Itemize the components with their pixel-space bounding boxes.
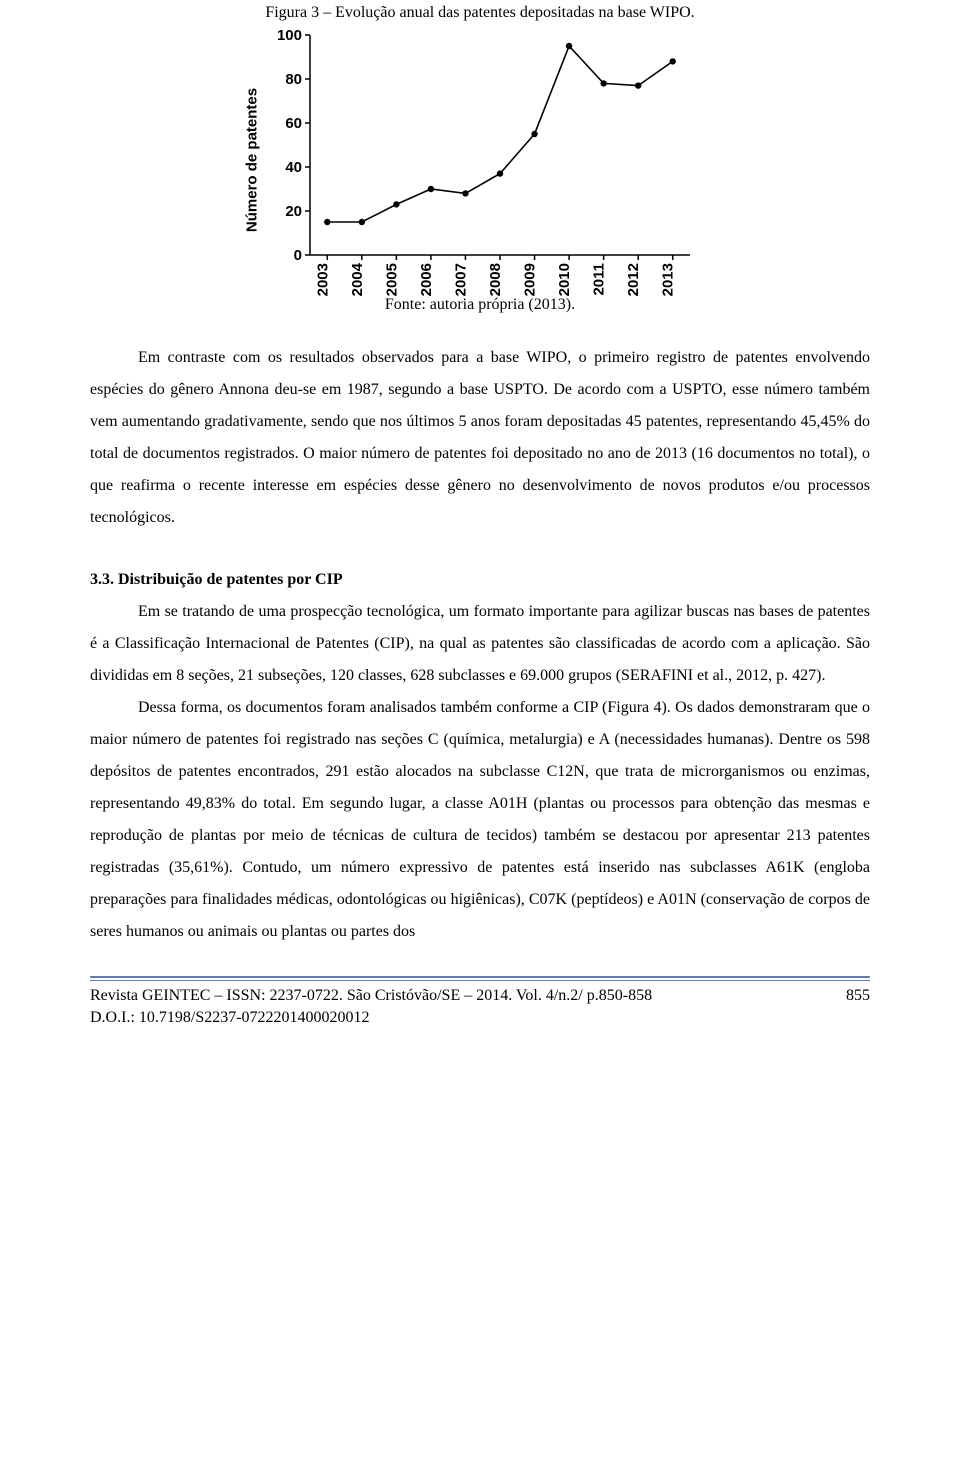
footer-journal: Revista GEINTEC – ISSN: 2237-0722. São C… xyxy=(90,985,652,1007)
chart-container: Número de patentes 020406080100200320042… xyxy=(90,30,870,290)
svg-text:2008: 2008 xyxy=(487,263,504,296)
svg-text:2013: 2013 xyxy=(660,263,677,296)
footer-doi: D.O.I.: 10.7198/S2237-0722201400020012 xyxy=(90,1007,870,1029)
footer-page-number: 855 xyxy=(846,985,870,1007)
svg-text:60: 60 xyxy=(285,115,302,132)
svg-text:2011: 2011 xyxy=(591,263,608,296)
svg-text:2005: 2005 xyxy=(383,263,400,296)
paragraph-2: Em se tratando de uma prospecção tecnoló… xyxy=(90,596,870,692)
chart-y-axis-label: Número de patentes xyxy=(244,88,261,232)
footer-rule-top xyxy=(90,976,870,978)
svg-text:2012: 2012 xyxy=(625,263,642,296)
paragraph-3: Dessa forma, os documentos foram analisa… xyxy=(90,692,870,948)
svg-text:2006: 2006 xyxy=(418,263,435,296)
paragraph-1: Em contraste com os resultados observado… xyxy=(90,342,870,534)
svg-text:2004: 2004 xyxy=(349,262,366,296)
svg-text:100: 100 xyxy=(277,30,302,44)
page-footer: Revista GEINTEC – ISSN: 2237-0722. São C… xyxy=(90,976,870,1028)
svg-text:0: 0 xyxy=(294,247,302,264)
figure-caption: Figura 3 – Evolução anual das patentes d… xyxy=(90,4,870,22)
svg-text:2003: 2003 xyxy=(314,263,331,296)
body-text: Em contraste com os resultados observado… xyxy=(90,342,870,948)
section-heading: 3.3. Distribuição de patentes por CIP xyxy=(90,564,870,596)
line-chart: Número de patentes 020406080100200320042… xyxy=(270,30,690,290)
svg-text:2010: 2010 xyxy=(556,263,573,296)
svg-text:2009: 2009 xyxy=(522,263,539,296)
svg-text:2007: 2007 xyxy=(452,263,469,296)
chart-svg: 0 20 40 60 80 100 2003 2004 2005 2006 2007 2008 2009… xyxy=(270,30,700,300)
footer-rule-bottom xyxy=(90,980,870,981)
svg-text:20: 20 xyxy=(285,203,302,220)
svg-text:80: 80 xyxy=(285,71,302,88)
svg-text:40: 40 xyxy=(285,159,302,176)
